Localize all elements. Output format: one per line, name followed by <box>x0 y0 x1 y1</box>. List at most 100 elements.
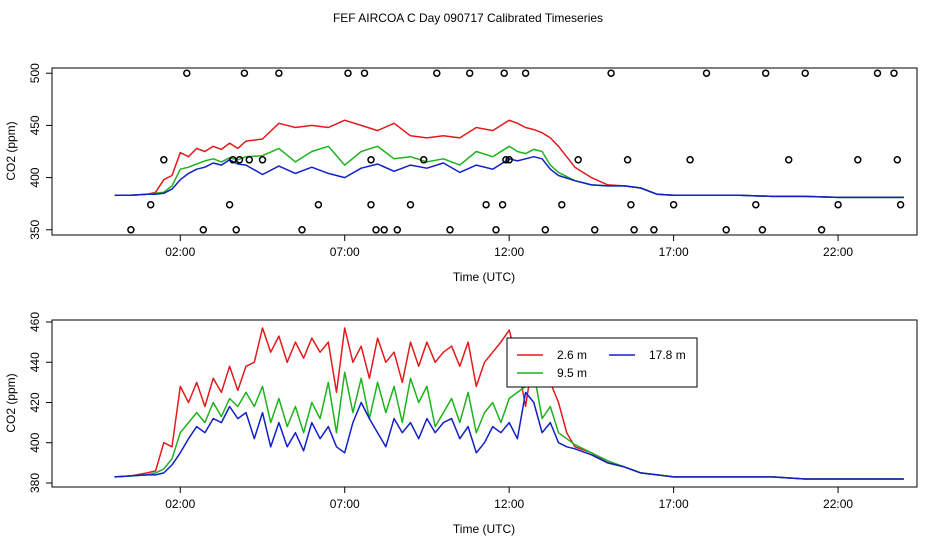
flag-marker <box>502 156 510 164</box>
top-panel-x-label: Time (UTC) <box>453 270 515 284</box>
flag-marker <box>367 156 375 164</box>
top-panel-frame <box>51 67 918 236</box>
figure-title: FEF AIRCOA C Day 090717 Calibrated Times… <box>333 11 603 25</box>
flag-marker <box>225 200 234 209</box>
flag-marker <box>393 226 402 234</box>
top-series-line-17-8-m <box>114 155 904 199</box>
flag-marker <box>344 69 352 77</box>
flag-marker <box>505 156 513 164</box>
flag-marker <box>574 156 582 164</box>
flag-marker <box>854 156 862 164</box>
top-panel-flag-markers <box>127 69 905 234</box>
bottom-y-tick-label: 420 <box>28 392 42 412</box>
flag-marker <box>240 69 249 77</box>
top-panel-y-axis: 350 400 450 500 <box>28 63 53 240</box>
flag-marker <box>146 200 155 209</box>
bottom-series-line-17-8-m <box>114 391 904 480</box>
flag-marker <box>275 69 283 77</box>
flag-marker <box>817 226 826 234</box>
bottom-y-tick-label: 380 <box>28 473 42 493</box>
top-y-tick-label: 350 <box>28 219 42 239</box>
top-x-tick-label: 12:00 <box>494 245 524 259</box>
legend-label-9-5m: 9.5 m <box>557 366 587 380</box>
flag-marker <box>722 226 730 234</box>
top-panel-series <box>114 119 904 199</box>
bottom-x-tick-label: 02:00 <box>165 497 195 511</box>
top-x-tick-label: 17:00 <box>659 245 689 259</box>
legend-label-2-6m: 2.6 m <box>557 348 587 362</box>
flag-marker <box>758 226 767 234</box>
flag-marker <box>380 226 388 234</box>
flag-marker <box>686 156 694 164</box>
flag-marker <box>541 226 550 234</box>
bottom-panel: 02:00 07:00 12:00 17:00 22:00 380 400 420 440 46… <box>4 312 918 536</box>
flag-marker <box>607 69 615 77</box>
bottom-x-tick-label: 12:00 <box>494 497 524 511</box>
flag-marker <box>419 156 428 164</box>
bottom-x-tick-label: 07:00 <box>330 497 360 511</box>
flag-marker <box>669 200 678 209</box>
flag-marker <box>406 200 415 209</box>
flag-marker <box>367 200 375 209</box>
bottom-series-line-9-5-m <box>114 371 904 480</box>
flag-marker <box>630 226 638 234</box>
top-x-tick-label: 22:00 <box>823 245 853 259</box>
flag-marker <box>752 200 760 209</box>
flag-marker <box>446 226 454 234</box>
flag-marker <box>492 226 500 234</box>
flag-marker <box>232 226 240 234</box>
flag-marker <box>623 156 632 164</box>
bottom-y-tick-label: 440 <box>28 352 42 372</box>
top-panel: 02:00 07:00 12:00 17:00 22:00 350 400 450 500 T… <box>4 63 918 284</box>
flag-marker <box>482 200 490 209</box>
flag-marker <box>372 226 380 234</box>
flag-marker <box>890 69 898 77</box>
bottom-x-tick-label: 22:00 <box>823 497 853 511</box>
top-x-tick-label: 02:00 <box>165 245 195 259</box>
flag-marker <box>183 69 191 77</box>
legend-label-17-8m: 17.8 m <box>649 348 686 362</box>
flag-marker <box>521 69 530 77</box>
flag-marker <box>433 69 441 77</box>
flag-marker <box>360 69 369 77</box>
bottom-panel-y-axis: 380 400 420 440 460 <box>28 312 53 493</box>
top-y-tick-label: 500 <box>28 63 42 83</box>
bottom-x-tick-label: 17:00 <box>659 497 689 511</box>
flag-marker <box>801 69 809 77</box>
top-series-line-9-5-m <box>114 145 904 199</box>
flag-marker <box>160 156 168 164</box>
bottom-y-tick-label: 460 <box>28 312 42 332</box>
flag-marker <box>258 156 267 164</box>
legend: 2.6 m 9.5 m 17.8 m <box>506 337 698 388</box>
flag-marker <box>627 200 635 209</box>
bottom-panel-frame <box>51 319 918 488</box>
top-panel-x-axis: 02:00 07:00 12:00 17:00 22:00 <box>165 234 853 259</box>
bottom-panel-y-label: CO2 (ppm) <box>4 373 18 432</box>
flag-marker <box>873 69 882 77</box>
flag-marker <box>590 226 599 234</box>
flag-marker <box>229 156 237 164</box>
flag-marker <box>893 156 902 164</box>
flag-marker <box>834 200 842 209</box>
flag-marker <box>199 226 208 234</box>
flag-marker <box>650 226 658 234</box>
top-x-tick-label: 07:00 <box>330 245 360 259</box>
flag-marker <box>500 69 508 77</box>
flag-marker <box>465 69 474 77</box>
flag-marker <box>784 156 793 164</box>
top-y-tick-label: 400 <box>28 167 42 187</box>
top-panel-y-label: CO2 (ppm) <box>4 121 18 180</box>
flag-marker <box>245 156 254 164</box>
legend-box <box>506 337 698 388</box>
bottom-panel-x-axis: 02:00 07:00 12:00 17:00 22:00 <box>165 486 853 511</box>
flag-marker <box>314 200 323 209</box>
bottom-y-tick-label: 400 <box>28 432 42 452</box>
flag-marker <box>896 200 905 209</box>
flag-marker <box>702 69 711 77</box>
flag-marker <box>298 226 306 234</box>
flag-marker <box>761 69 770 77</box>
flag-marker <box>498 200 507 209</box>
top-y-tick-label: 450 <box>28 115 42 135</box>
flag-marker <box>558 200 566 209</box>
